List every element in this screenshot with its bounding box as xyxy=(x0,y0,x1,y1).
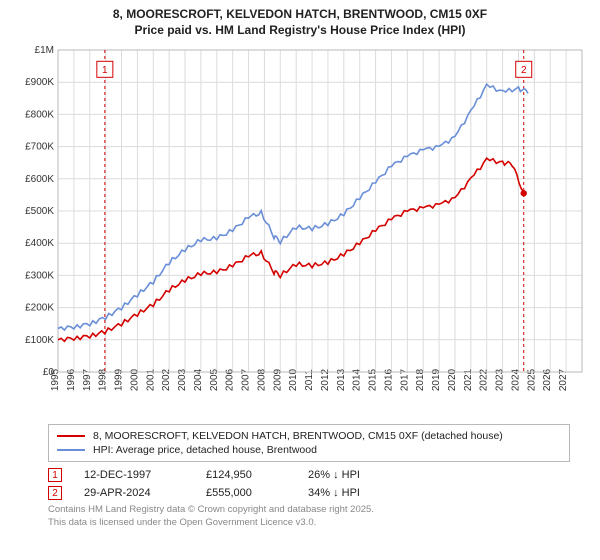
point-pct: 34% ↓ HPI xyxy=(308,487,418,499)
svg-text:£400K: £400K xyxy=(25,239,54,250)
svg-text:£800K: £800K xyxy=(25,110,54,121)
chart-title-block: 8, MOORESCROFT, KELVEDON HATCH, BRENTWOO… xyxy=(0,0,600,40)
legend-swatch xyxy=(57,435,85,437)
footer: Contains HM Land Registry data © Crown c… xyxy=(48,504,570,529)
point-marker: 2 xyxy=(48,486,62,500)
point-date: 12-DEC-1997 xyxy=(84,469,184,481)
svg-text:£700K: £700K xyxy=(25,142,54,153)
title-line-1: 8, MOORESCROFT, KELVEDON HATCH, BRENTWOO… xyxy=(10,6,590,22)
legend-label: HPI: Average price, detached house, Bren… xyxy=(93,444,317,456)
title-line-2: Price paid vs. HM Land Registry's House … xyxy=(10,22,590,38)
table-row: 1 12-DEC-1997 £124,950 26% ↓ HPI xyxy=(48,466,570,484)
chart-area: £0£100K£200K£300K£400K£500K£600K£700K£80… xyxy=(10,40,590,420)
svg-text:£100K: £100K xyxy=(25,335,54,346)
legend-swatch xyxy=(57,449,85,451)
point-price: £124,950 xyxy=(206,469,286,481)
svg-text:£200K: £200K xyxy=(25,303,54,314)
svg-text:£600K: £600K xyxy=(25,174,54,185)
point-price: £555,000 xyxy=(206,487,286,499)
point-date: 29-APR-2024 xyxy=(84,487,184,499)
chart-svg: £0£100K£200K£300K£400K£500K£600K£700K£80… xyxy=(10,40,590,420)
legend-item: 8, MOORESCROFT, KELVEDON HATCH, BRENTWOO… xyxy=(57,429,561,443)
legend: 8, MOORESCROFT, KELVEDON HATCH, BRENTWOO… xyxy=(48,424,570,462)
legend-label: 8, MOORESCROFT, KELVEDON HATCH, BRENTWOO… xyxy=(93,430,503,442)
svg-text:£900K: £900K xyxy=(25,78,54,89)
table-row: 2 29-APR-2024 £555,000 34% ↓ HPI xyxy=(48,484,570,502)
points-table: 1 12-DEC-1997 £124,950 26% ↓ HPI 2 29-AP… xyxy=(48,466,570,502)
svg-text:£1M: £1M xyxy=(35,45,54,56)
svg-text:2: 2 xyxy=(521,65,527,76)
point-pct: 26% ↓ HPI xyxy=(308,469,418,481)
svg-text:1: 1 xyxy=(102,65,108,76)
footer-line-1: Contains HM Land Registry data © Crown c… xyxy=(48,504,570,516)
svg-text:£300K: £300K xyxy=(25,271,54,282)
footer-line-2: This data is licensed under the Open Gov… xyxy=(48,517,570,529)
legend-item: HPI: Average price, detached house, Bren… xyxy=(57,443,561,457)
svg-text:£500K: £500K xyxy=(25,206,54,217)
point-marker: 1 xyxy=(48,468,62,482)
